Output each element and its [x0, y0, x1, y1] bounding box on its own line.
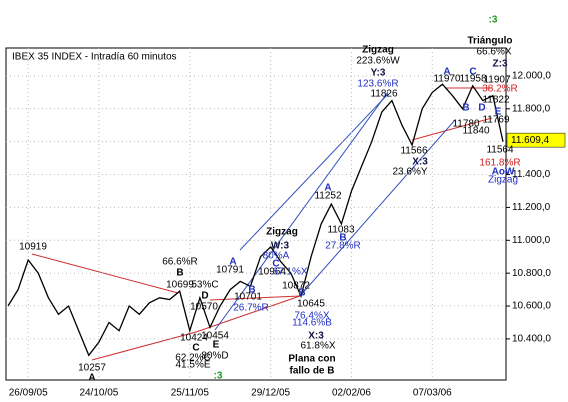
annotation: Plana con [288, 354, 335, 365]
annotation: B [298, 288, 305, 299]
annotation: W:3 [271, 241, 290, 252]
annotation: :3 [489, 15, 498, 26]
annotation: C [192, 343, 199, 354]
annotation: 61.8%X [300, 341, 335, 352]
annotation: 62.2%C [175, 353, 211, 364]
annotation: 66.6%X [476, 47, 511, 58]
annotation: AoW [492, 167, 515, 178]
annotation: 123.6%R [357, 79, 398, 90]
annotation: 80%D [201, 351, 228, 362]
annotation: 53%C [191, 280, 218, 291]
annotation: B [339, 233, 346, 244]
annotation: 23.6%Y [392, 167, 427, 178]
x-tick-label: 26/09/05 [9, 388, 48, 399]
annotation: 223.6%W [356, 56, 400, 67]
annotation: 10964 [258, 267, 286, 278]
annotation: 114.6%B [292, 318, 332, 329]
y-tick-label: 11.400,0 [512, 169, 551, 180]
annotation: C [469, 67, 476, 78]
annotation: 10257 [78, 363, 106, 374]
x-tick-label: 07/03/06 [413, 388, 452, 399]
annotation: X:3 [412, 157, 428, 168]
triangle-lines [31, 87, 493, 361]
annotation: 66.6%R [162, 257, 198, 268]
annotation: 80%A [263, 251, 290, 262]
annotation: 10919 [19, 242, 47, 253]
annotation: 10570 [190, 302, 218, 313]
annotation: A [229, 257, 236, 268]
annotation: A [443, 67, 450, 78]
annotation: Triángulo [468, 36, 513, 47]
annotation: B [462, 103, 469, 114]
price-line [7, 83, 504, 357]
y-tick-label: 11.200,0 [512, 202, 551, 213]
annotation: 10645 [297, 299, 325, 310]
annotation: 10699 [166, 280, 194, 291]
channel-lines [214, 91, 456, 331]
annotation: 27.8%R [325, 241, 361, 252]
annotation: 11840 [462, 126, 490, 137]
annotation: A [88, 373, 95, 384]
annotation: 11252 [314, 191, 342, 202]
annotation: 11970 [433, 74, 461, 85]
annotation: Zigzag [266, 227, 298, 238]
annotation: 10872 [282, 281, 310, 292]
annotation: 10701 [234, 292, 262, 303]
annotation: Zigzag [362, 45, 394, 56]
annotation: 67.1%X [272, 267, 307, 278]
annotation: 76.4%X [294, 311, 329, 322]
annotation: fallo de B [289, 366, 334, 377]
annotation: E [495, 107, 502, 118]
annotation: 41.5%E [175, 360, 210, 371]
annotation: D [201, 291, 208, 302]
annotation: B [176, 268, 183, 279]
last-value-box [506, 132, 566, 148]
annotation: 11564 [486, 145, 514, 156]
annotation: 10424 [180, 333, 208, 344]
x-tick-label: 29/12/05 [251, 388, 290, 399]
plot-frame [5, 47, 507, 381]
annotation: C [272, 259, 279, 270]
y-tick-label: 10.400,0 [512, 334, 551, 345]
annotation: D [478, 103, 485, 114]
annotation: A [324, 183, 331, 194]
y-tick-label: 10.600,0 [512, 301, 551, 312]
annotation: :3 [214, 371, 223, 382]
annotation: 38.2%R [482, 84, 518, 95]
x-tick-label: 25/11/05 [171, 388, 210, 399]
annotation: B [248, 285, 255, 296]
annotation: 11826 [370, 89, 398, 100]
annotation: 11083 [327, 225, 355, 236]
annotation: 161.8%R [479, 158, 520, 169]
annotation: 10791 [216, 265, 244, 276]
y-tick-label: 10.800,0 [512, 268, 551, 279]
annotation: E [213, 340, 220, 351]
x-tick-label: 02/02/06 [332, 388, 371, 399]
annotation: 10454 [201, 331, 229, 342]
annotation: Y:3 [371, 68, 386, 79]
annotation: X:3 [308, 331, 324, 342]
last-value-label: 11.609,4 [511, 135, 550, 146]
annotation: 11958 [459, 74, 487, 85]
annotation: 11907 [483, 75, 511, 86]
y-tick-label: 11.000,0 [512, 235, 551, 246]
annotation: Zigzag [488, 175, 518, 186]
annotation: Z:3 [493, 59, 508, 70]
y-tick-label: 11.800,0 [512, 103, 551, 114]
annotation: 11769 [482, 115, 510, 126]
y-tick-label: 12.000,0 [512, 71, 551, 82]
chart-title: IBEX 35 INDEX - Intradía 60 minutos [12, 52, 177, 63]
x-tick-label: 24/10/05 [79, 388, 118, 399]
annotation: 11780 [452, 119, 480, 130]
annotation: 11566 [400, 146, 428, 157]
annotation: 26.7%R [233, 303, 269, 314]
annotation: 11822 [482, 95, 510, 106]
